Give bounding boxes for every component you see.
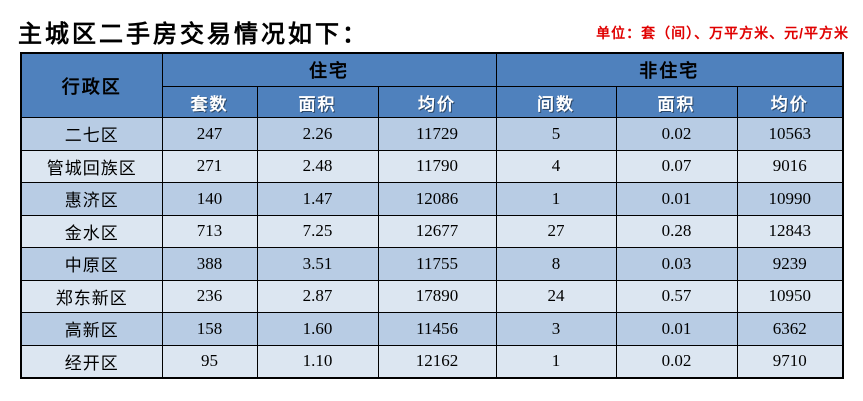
value-cell: 12677 bbox=[377, 214, 497, 248]
table-row: 高新区 158 1.60 11456 3 0.01 6362 bbox=[20, 312, 844, 346]
district-cell: 郑东新区 bbox=[20, 279, 163, 313]
table-row: 金水区 713 7.25 12677 27 0.28 12843 bbox=[20, 214, 844, 248]
page-title: 主城区二手房交易情况如下： bbox=[18, 19, 369, 48]
value-cell: 12086 bbox=[377, 182, 497, 216]
value-cell: 8 bbox=[495, 247, 617, 281]
value-cell: 4 bbox=[495, 149, 617, 183]
value-cell: 0.01 bbox=[615, 312, 738, 346]
value-cell: 11456 bbox=[377, 312, 497, 346]
value-cell: 0.07 bbox=[615, 149, 738, 183]
value-cell: 11790 bbox=[377, 149, 497, 183]
value-cell: 10990 bbox=[736, 182, 844, 216]
value-cell: 0.28 bbox=[615, 214, 738, 248]
district-cell: 经开区 bbox=[20, 344, 163, 379]
value-cell: 10950 bbox=[736, 279, 844, 313]
column-header-price-res: 均价 bbox=[377, 86, 497, 118]
value-cell: 236 bbox=[161, 279, 258, 313]
table-row: 二七区 247 2.26 11729 5 0.02 10563 bbox=[20, 117, 844, 151]
column-header-rooms-nonres: 间数 bbox=[495, 86, 617, 118]
column-header-area-nonres: 面积 bbox=[615, 86, 738, 118]
value-cell: 6362 bbox=[736, 312, 844, 346]
district-cell: 高新区 bbox=[20, 312, 163, 346]
value-cell: 3 bbox=[495, 312, 617, 346]
value-cell: 7.25 bbox=[256, 214, 379, 248]
value-cell: 2.48 bbox=[256, 149, 379, 183]
value-cell: 0.02 bbox=[615, 117, 738, 151]
column-header-district: 行政区 bbox=[20, 52, 163, 118]
district-cell: 管城回族区 bbox=[20, 149, 163, 183]
value-cell: 388 bbox=[161, 247, 258, 281]
table-body: 二七区 247 2.26 11729 5 0.02 10563 管城回族区 271 2.48 117… bbox=[20, 117, 844, 379]
value-cell: 11729 bbox=[377, 117, 497, 151]
district-cell: 金水区 bbox=[20, 214, 163, 248]
value-cell: 1 bbox=[495, 344, 617, 379]
table-row: 经开区 95 1.10 12162 1 0.02 9710 bbox=[20, 344, 844, 379]
value-cell: 1.47 bbox=[256, 182, 379, 216]
value-cell: 0.57 bbox=[615, 279, 738, 313]
district-cell: 惠济区 bbox=[20, 182, 163, 216]
header-sub-row: 套数 面积 均价 间数 面积 均价 bbox=[21, 86, 844, 118]
value-cell: 5 bbox=[495, 117, 617, 151]
value-cell: 2.26 bbox=[256, 117, 379, 151]
header-group-row: 行政区 住宅 非住宅 bbox=[20, 52, 844, 118]
value-cell: 10563 bbox=[736, 117, 844, 151]
value-cell: 3.51 bbox=[256, 247, 379, 281]
value-cell: 12162 bbox=[377, 344, 497, 379]
unit-note: 单位：套（间）、万平方米、元/平方米 bbox=[596, 25, 849, 41]
column-group-non-residential: 非住宅 bbox=[495, 52, 844, 87]
table-header: 行政区 住宅 非住宅 套数 面积 均价 间数 面积 均价 bbox=[20, 52, 844, 118]
housing-transactions-table: 行政区 住宅 非住宅 套数 面积 均价 间数 面积 均价 二七区 247 2.26 1… bbox=[20, 52, 845, 379]
district-cell: 二七区 bbox=[20, 117, 163, 151]
table-row: 中原区 388 3.51 11755 8 0.03 9239 bbox=[20, 247, 844, 281]
table-row: 管城回族区 271 2.48 11790 4 0.07 9016 bbox=[20, 149, 844, 183]
value-cell: 11755 bbox=[377, 247, 497, 281]
value-cell: 1.60 bbox=[256, 312, 379, 346]
value-cell: 0.02 bbox=[615, 344, 738, 379]
value-cell: 17890 bbox=[377, 279, 497, 313]
value-cell: 24 bbox=[495, 279, 617, 313]
value-cell: 0.01 bbox=[615, 182, 738, 216]
value-cell: 9016 bbox=[736, 149, 844, 183]
column-header-area-res: 面积 bbox=[256, 86, 379, 118]
value-cell: 12843 bbox=[736, 214, 844, 248]
value-cell: 9710 bbox=[736, 344, 844, 379]
value-cell: 247 bbox=[161, 117, 258, 151]
district-cell: 中原区 bbox=[20, 247, 163, 281]
value-cell: 95 bbox=[161, 344, 258, 379]
column-group-residential: 住宅 bbox=[161, 52, 497, 87]
value-cell: 713 bbox=[161, 214, 258, 248]
header-bar: 主城区二手房交易情况如下： 单位：套（间）、万平方米、元/平方米 bbox=[0, 0, 863, 52]
column-header-units-res: 套数 bbox=[161, 86, 258, 118]
value-cell: 0.03 bbox=[615, 247, 738, 281]
table-row: 惠济区 140 1.47 12086 1 0.01 10990 bbox=[20, 182, 844, 216]
column-header-price-nonres: 均价 bbox=[736, 86, 844, 118]
value-cell: 27 bbox=[495, 214, 617, 248]
value-cell: 158 bbox=[161, 312, 258, 346]
value-cell: 2.87 bbox=[256, 279, 379, 313]
value-cell: 1 bbox=[495, 182, 617, 216]
value-cell: 271 bbox=[161, 149, 258, 183]
table-row: 郑东新区 236 2.87 17890 24 0.57 10950 bbox=[20, 279, 844, 313]
value-cell: 1.10 bbox=[256, 344, 379, 379]
value-cell: 9239 bbox=[736, 247, 844, 281]
value-cell: 140 bbox=[161, 182, 258, 216]
